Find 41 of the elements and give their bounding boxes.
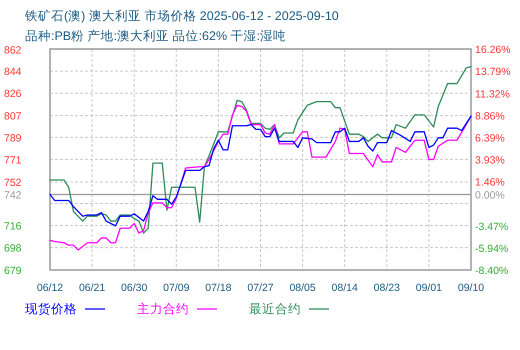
y-tick-label: 826 — [4, 88, 22, 100]
y-tick-label: 771 — [4, 154, 22, 166]
y-tick-label: 844 — [4, 66, 22, 78]
y-tick-label: 789 — [4, 132, 22, 144]
line-series — [49, 115, 472, 227]
x-tick-label: 09/01 — [416, 282, 442, 294]
line-series — [49, 104, 472, 251]
x-tick-label: 07/27 — [247, 282, 274, 294]
y2-tick-label: -5.94% — [475, 242, 508, 255]
y-tick-label: 716 — [4, 220, 22, 233]
legend-label: 主力合约 — [137, 301, 189, 316]
y2-tick-label: 6.39% — [475, 132, 505, 144]
y2-tick-label: 16.26% — [475, 44, 511, 56]
x-tick-label: 09/10 — [458, 282, 484, 294]
x-tick-label: 06/12 — [36, 282, 64, 294]
x-tick-label: 07/09 — [163, 282, 190, 294]
y2-tick-label: -8.40% — [475, 265, 508, 277]
y2-tick-label: 1.46% — [475, 176, 505, 189]
chart-title: 铁矿石(澳) 澳大利亚 市场价格 2025-06-12 - 2025-09-10 — [24, 9, 339, 23]
y-tick-label: 862 — [4, 44, 22, 56]
chart-subtitle: 品种:PB粉 产地:澳大利亚 品位:62% 干湿:湿吨 — [25, 29, 286, 43]
line-series — [49, 66, 472, 234]
y2-tick-label: 0.00% — [475, 190, 505, 202]
y-tick-label: 742 — [4, 190, 22, 202]
x-tick-label: 08/23 — [374, 282, 400, 294]
legend-label: 现货价格 — [25, 302, 77, 316]
y-tick-label: 807 — [4, 110, 22, 123]
y2-tick-label: 8.86% — [475, 110, 505, 122]
x-tick-label: 08/14 — [332, 282, 358, 294]
y2-tick-label: 11.32% — [475, 88, 510, 100]
y-tick-label: 698 — [4, 242, 22, 255]
legend-label: 最近合约 — [249, 302, 301, 316]
y2-tick-label: 13.79% — [475, 66, 511, 78]
y-tick-label: 752 — [4, 176, 22, 189]
x-tick-label: 06/30 — [121, 282, 148, 294]
y2-tick-label: -3.47% — [475, 220, 508, 233]
x-tick-label: 06/21 — [78, 282, 106, 294]
y-tick-label: 679 — [4, 265, 22, 277]
x-tick-label: 07/18 — [205, 282, 232, 294]
y2-tick-label: 3.93% — [475, 154, 505, 166]
x-tick-label: 08/05 — [289, 282, 316, 294]
